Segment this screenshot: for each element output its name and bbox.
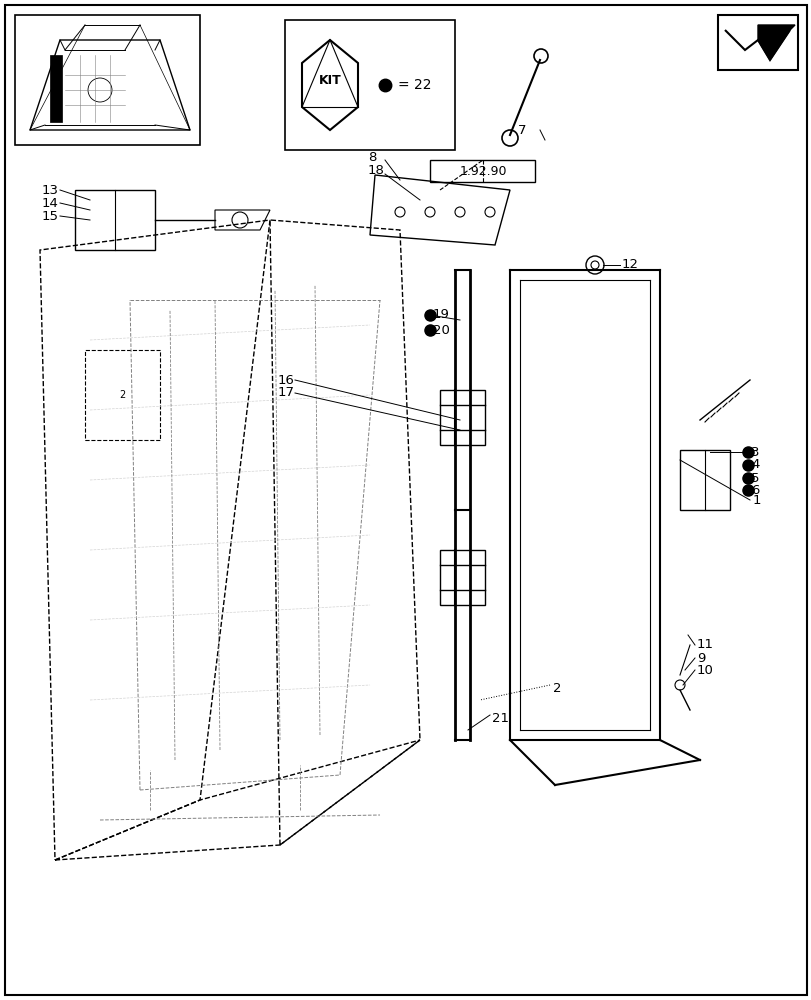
Text: 19: 19 bbox=[432, 308, 449, 322]
Text: 4: 4 bbox=[750, 458, 758, 472]
Text: 15: 15 bbox=[42, 210, 59, 223]
Bar bbox=[717, 15, 797, 70]
Text: 6: 6 bbox=[750, 484, 758, 496]
Text: 2: 2 bbox=[118, 390, 125, 400]
Text: 5: 5 bbox=[750, 472, 758, 485]
Polygon shape bbox=[50, 55, 62, 122]
Text: 14: 14 bbox=[42, 197, 59, 210]
Text: 11: 11 bbox=[696, 638, 713, 652]
Text: 9: 9 bbox=[696, 652, 705, 664]
Text: 13: 13 bbox=[42, 184, 59, 197]
Text: 12: 12 bbox=[621, 258, 638, 271]
Text: 21: 21 bbox=[491, 711, 508, 724]
Bar bbox=[85, 350, 160, 440]
Text: 18: 18 bbox=[367, 164, 384, 177]
Text: 20: 20 bbox=[432, 324, 449, 336]
Text: 3: 3 bbox=[750, 446, 758, 458]
Text: 1: 1 bbox=[752, 493, 761, 506]
Bar bbox=[430, 160, 534, 182]
Text: 16: 16 bbox=[277, 373, 294, 386]
Text: 17: 17 bbox=[277, 386, 294, 399]
Text: 8: 8 bbox=[367, 151, 376, 164]
Text: 1.92.90: 1.92.90 bbox=[459, 165, 506, 178]
Text: = 22: = 22 bbox=[397, 78, 431, 92]
Text: 10: 10 bbox=[696, 664, 713, 676]
Bar bbox=[15, 15, 200, 145]
Bar bbox=[285, 20, 454, 150]
Polygon shape bbox=[757, 25, 794, 60]
Text: 2: 2 bbox=[552, 682, 561, 694]
Text: 7: 7 bbox=[517, 124, 526, 137]
Bar bbox=[440, 550, 484, 605]
Text: KIT: KIT bbox=[318, 74, 341, 87]
